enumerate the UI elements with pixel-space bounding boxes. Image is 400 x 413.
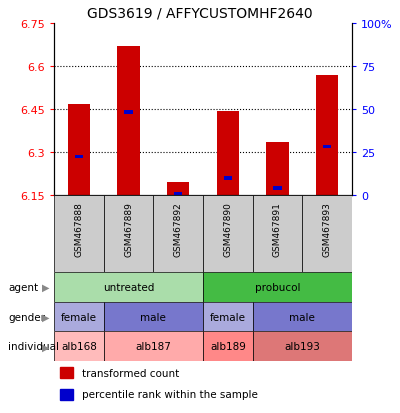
Text: female: female xyxy=(210,312,246,322)
Bar xyxy=(203,302,253,332)
Bar xyxy=(104,302,203,332)
Bar xyxy=(253,302,352,332)
Bar xyxy=(217,112,239,196)
Text: individual: individual xyxy=(8,342,59,351)
Bar xyxy=(224,177,232,180)
Text: GSM467888: GSM467888 xyxy=(74,202,83,256)
Text: ▶: ▶ xyxy=(42,312,50,322)
Text: GSM467893: GSM467893 xyxy=(323,202,332,256)
Bar xyxy=(54,272,203,302)
Bar xyxy=(203,272,352,302)
Text: GDS3619 / AFFYCUSTOMHF2640: GDS3619 / AFFYCUSTOMHF2640 xyxy=(87,6,313,20)
Text: male: male xyxy=(289,312,315,322)
Bar xyxy=(203,332,253,361)
Bar xyxy=(302,196,352,272)
Bar xyxy=(323,145,332,149)
Bar xyxy=(60,367,73,378)
Bar xyxy=(74,155,83,159)
Bar xyxy=(54,196,104,272)
Text: alb187: alb187 xyxy=(135,342,171,351)
Bar xyxy=(253,196,302,272)
Text: alb189: alb189 xyxy=(210,342,246,351)
Bar xyxy=(104,332,203,361)
Text: GSM467890: GSM467890 xyxy=(223,202,232,256)
Text: alb168: alb168 xyxy=(61,342,97,351)
Bar xyxy=(54,332,104,361)
Bar xyxy=(124,111,133,115)
Bar xyxy=(253,332,352,361)
Bar xyxy=(203,196,253,272)
Bar xyxy=(104,196,153,272)
Text: alb193: alb193 xyxy=(284,342,320,351)
Bar xyxy=(167,183,189,196)
Bar xyxy=(316,76,338,196)
Text: ▶: ▶ xyxy=(42,342,50,351)
Text: agent: agent xyxy=(8,282,38,292)
Bar xyxy=(117,47,140,196)
Text: probucol: probucol xyxy=(255,282,300,292)
Text: GSM467891: GSM467891 xyxy=(273,202,282,256)
Text: percentile rank within the sample: percentile rank within the sample xyxy=(82,389,258,399)
Text: female: female xyxy=(61,312,97,322)
Bar xyxy=(68,104,90,196)
Bar xyxy=(273,187,282,190)
Text: male: male xyxy=(140,312,166,322)
Text: GSM467892: GSM467892 xyxy=(174,202,183,256)
Bar xyxy=(54,302,104,332)
Text: GSM467889: GSM467889 xyxy=(124,202,133,256)
Text: gender: gender xyxy=(8,312,45,322)
Bar xyxy=(60,389,73,400)
Bar xyxy=(153,196,203,272)
Bar xyxy=(174,192,182,196)
Text: untreated: untreated xyxy=(103,282,154,292)
Bar xyxy=(266,143,289,196)
Text: ▶: ▶ xyxy=(42,282,50,292)
Text: transformed count: transformed count xyxy=(82,368,180,378)
